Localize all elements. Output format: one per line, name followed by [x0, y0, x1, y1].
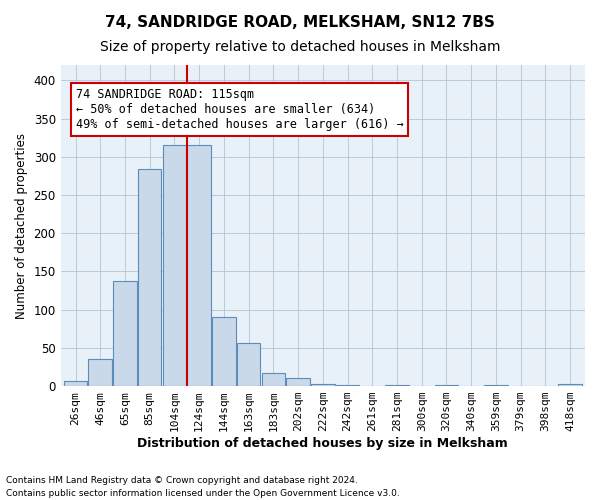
- Bar: [286, 378, 310, 386]
- Bar: [311, 384, 335, 386]
- Text: Contains public sector information licensed under the Open Government Licence v3: Contains public sector information licen…: [6, 488, 400, 498]
- Bar: [88, 360, 112, 386]
- Bar: [237, 342, 260, 386]
- Text: Size of property relative to detached houses in Melksham: Size of property relative to detached ho…: [100, 40, 500, 54]
- X-axis label: Distribution of detached houses by size in Melksham: Distribution of detached houses by size …: [137, 437, 508, 450]
- Bar: [163, 146, 186, 386]
- Bar: [212, 318, 236, 386]
- Bar: [64, 382, 87, 386]
- Text: 74, SANDRIDGE ROAD, MELKSHAM, SN12 7BS: 74, SANDRIDGE ROAD, MELKSHAM, SN12 7BS: [105, 15, 495, 30]
- Bar: [262, 373, 285, 386]
- Bar: [385, 384, 409, 386]
- Bar: [435, 384, 458, 386]
- Bar: [336, 384, 359, 386]
- Bar: [187, 146, 211, 386]
- Bar: [559, 384, 582, 386]
- Bar: [138, 169, 161, 386]
- Text: 74 SANDRIDGE ROAD: 115sqm
← 50% of detached houses are smaller (634)
49% of semi: 74 SANDRIDGE ROAD: 115sqm ← 50% of detac…: [76, 88, 404, 131]
- Y-axis label: Number of detached properties: Number of detached properties: [15, 132, 28, 318]
- Bar: [113, 282, 137, 386]
- Text: Contains HM Land Registry data © Crown copyright and database right 2024.: Contains HM Land Registry data © Crown c…: [6, 476, 358, 485]
- Bar: [484, 384, 508, 386]
